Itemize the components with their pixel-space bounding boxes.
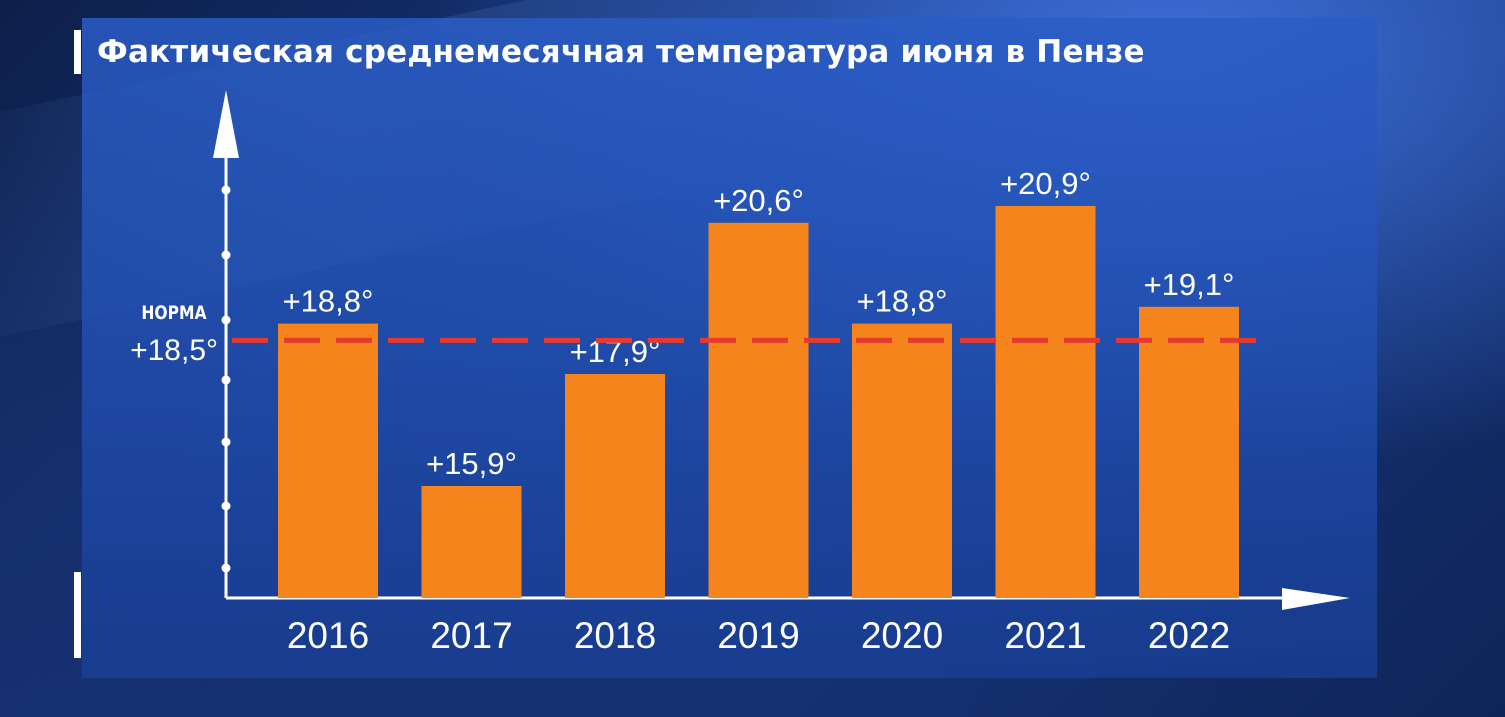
y-axis-tick [221, 315, 231, 325]
bottom-accent-bar [74, 572, 81, 658]
bar-value-label: +15,9° [426, 446, 517, 481]
bar-2018 [565, 374, 665, 598]
bar-2020 [852, 323, 952, 598]
y-axis-tick [221, 250, 231, 260]
bar-2019 [708, 222, 809, 599]
bar-value-label: +18,8° [283, 284, 374, 319]
title-accent-bar [74, 30, 81, 74]
x-tick-label: 2022 [1148, 615, 1230, 656]
y-axis-tick [221, 437, 231, 447]
x-tick-label: 2017 [430, 615, 512, 656]
bar-value-label: +20,9° [1000, 166, 1091, 201]
chart-title: Фактическая среднемесячная температура и… [97, 34, 1145, 70]
bar-value-label: +18,8° [857, 284, 948, 319]
x-tick-label: 2018 [574, 615, 656, 656]
bar-2022 [1139, 306, 1239, 598]
y-axis-tick [221, 563, 231, 573]
bar-2016 [278, 323, 378, 598]
y-axis-tick [221, 375, 231, 385]
x-tick-label: 2021 [1004, 615, 1086, 656]
x-tick-label: 2020 [861, 615, 943, 656]
x-tick-label: 2016 [287, 615, 369, 656]
bar-2017 [421, 486, 522, 598]
norm-title: НОРМА [141, 302, 207, 324]
norm-value: +18,5° [130, 334, 218, 367]
y-axis-arrow [213, 90, 239, 158]
x-tick-label: 2019 [717, 615, 799, 656]
y-axis-tick [221, 501, 231, 511]
y-axis-tick [221, 185, 231, 195]
bar-value-label: +19,1° [1144, 267, 1235, 302]
bar-2021 [995, 206, 1096, 598]
bar-value-label: +20,6° [713, 183, 804, 218]
x-axis-arrow [1282, 588, 1350, 610]
